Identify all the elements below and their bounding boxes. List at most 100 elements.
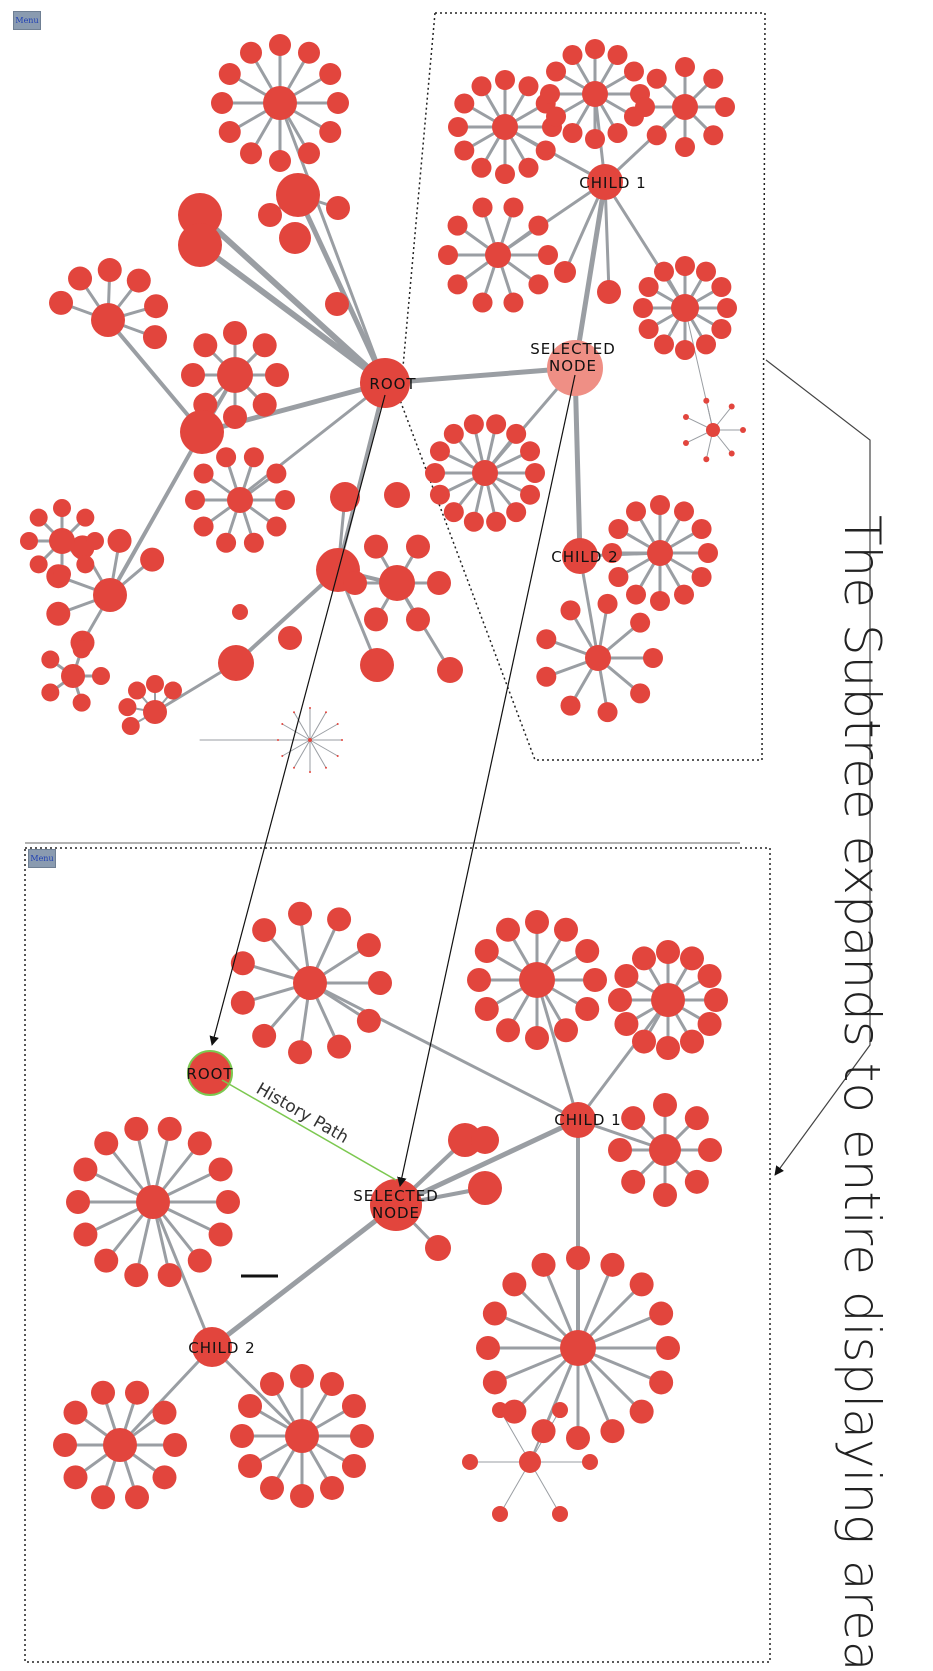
tree-node[interactable] <box>502 1399 527 1424</box>
tree-node[interactable] <box>68 266 93 291</box>
tree-node[interactable] <box>288 1040 313 1065</box>
tree-node[interactable] <box>243 447 264 468</box>
tree-node[interactable] <box>485 242 511 268</box>
tree-node[interactable] <box>602 543 622 563</box>
tree-node[interactable] <box>157 1263 182 1288</box>
tree-node[interactable] <box>76 508 95 527</box>
tree-node[interactable] <box>698 543 718 563</box>
tree-node[interactable] <box>518 157 539 178</box>
tree-node[interactable] <box>319 121 342 143</box>
tree-node[interactable] <box>66 1190 90 1214</box>
selected-node-top[interactable] <box>547 340 603 396</box>
tree-node[interactable] <box>20 532 38 550</box>
tree-node[interactable] <box>217 357 253 393</box>
tree-node[interactable] <box>638 277 659 297</box>
tree-node[interactable] <box>728 450 735 457</box>
tree-node[interactable] <box>93 578 127 612</box>
tree-node[interactable] <box>97 258 122 283</box>
tree-node[interactable] <box>646 125 667 146</box>
tree-node[interactable] <box>503 197 524 218</box>
tree-node[interactable] <box>136 1185 170 1219</box>
tree-node[interactable] <box>536 629 557 650</box>
tree-node[interactable] <box>696 334 716 355</box>
tree-node[interactable] <box>76 555 95 574</box>
tree-node[interactable] <box>492 114 518 140</box>
tree-node[interactable] <box>327 1034 352 1059</box>
tree-node[interactable] <box>535 140 556 161</box>
tree-node[interactable] <box>614 964 639 988</box>
tree-node[interactable] <box>608 519 629 539</box>
tree-node[interactable] <box>562 122 583 143</box>
tree-node[interactable] <box>583 968 607 992</box>
tree-node[interactable] <box>471 157 492 178</box>
tree-node[interactable] <box>528 215 549 236</box>
tree-node[interactable] <box>103 1428 137 1462</box>
tree-node[interactable] <box>180 410 224 454</box>
tree-node[interactable] <box>360 648 394 682</box>
tree-node[interactable] <box>540 84 560 104</box>
tree-node[interactable] <box>240 41 262 64</box>
tree-node[interactable] <box>142 325 167 350</box>
tree-node[interactable] <box>293 711 295 714</box>
tree-node[interactable] <box>674 584 694 605</box>
tree-node[interactable] <box>463 414 484 435</box>
tree-node[interactable] <box>384 482 410 508</box>
tree-node[interactable] <box>528 274 549 295</box>
tree-node[interactable] <box>656 940 680 964</box>
tree-node[interactable] <box>623 61 644 82</box>
tree-node[interactable] <box>238 1394 263 1418</box>
tree-node[interactable] <box>192 1327 232 1367</box>
tree-node[interactable] <box>632 946 656 971</box>
tree-node[interactable] <box>429 484 450 505</box>
tree-node[interactable] <box>41 650 60 669</box>
tree-node[interactable] <box>356 933 381 958</box>
tree-node[interactable] <box>46 601 71 626</box>
tree-node[interactable] <box>63 1400 88 1425</box>
tree-node[interactable] <box>585 645 611 671</box>
tree-node[interactable] <box>600 1252 625 1277</box>
tree-node[interactable] <box>208 1222 233 1247</box>
tree-node[interactable] <box>336 755 339 757</box>
tree-node[interactable] <box>238 1454 263 1478</box>
tree-node[interactable] <box>252 1023 277 1048</box>
tree-node[interactable] <box>218 121 241 143</box>
tree-node[interactable] <box>124 1116 149 1141</box>
tree-node[interactable] <box>293 766 295 769</box>
tree-node[interactable] <box>560 695 581 716</box>
tree-node[interactable] <box>472 292 493 313</box>
tree-node[interactable] <box>216 1190 240 1214</box>
tree-node[interactable] <box>107 528 132 553</box>
tree-node[interactable] <box>140 547 165 572</box>
tree-node[interactable] <box>560 600 581 621</box>
tree-node[interactable] <box>698 1138 722 1162</box>
tree-node[interactable] <box>309 707 311 709</box>
tree-node[interactable] <box>633 298 653 318</box>
tree-node[interactable] <box>649 1370 674 1395</box>
tree-node[interactable] <box>486 414 507 435</box>
tree-node[interactable] <box>128 681 147 700</box>
tree-node[interactable] <box>278 626 302 650</box>
tree-node[interactable] <box>285 1419 319 1453</box>
tree-node[interactable] <box>281 755 284 757</box>
tree-node[interactable] <box>126 268 151 293</box>
tree-node[interactable] <box>621 1169 646 1194</box>
tree-node[interactable] <box>674 501 694 522</box>
tree-node[interactable] <box>121 717 140 735</box>
tree-node[interactable] <box>680 1029 704 1054</box>
tree-node[interactable] <box>341 739 343 741</box>
tree-node[interactable] <box>266 463 287 484</box>
tree-node[interactable] <box>621 1106 646 1131</box>
tree-node[interactable] <box>495 164 515 184</box>
tree-node[interactable] <box>368 971 392 995</box>
tree-node[interactable] <box>562 538 598 574</box>
tree-node[interactable] <box>447 274 468 295</box>
tree-node[interactable] <box>269 150 291 172</box>
tree-node[interactable] <box>41 683 60 702</box>
tree-node[interactable] <box>653 1093 677 1117</box>
tree-node[interactable] <box>684 1106 709 1131</box>
tree-node[interactable] <box>671 294 699 322</box>
tree-node[interactable] <box>503 292 524 313</box>
tree-node[interactable] <box>697 1012 722 1036</box>
tree-node[interactable] <box>472 460 498 486</box>
tree-node[interactable] <box>525 1026 549 1050</box>
